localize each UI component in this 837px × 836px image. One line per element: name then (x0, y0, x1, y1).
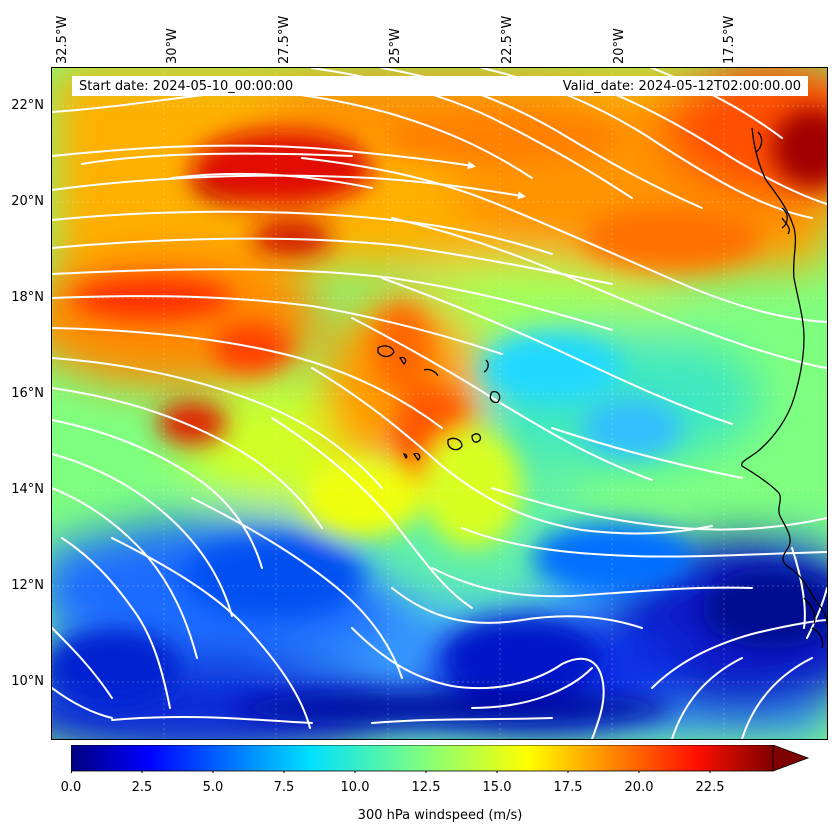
colorbar-tick-22-5: 22.5 (695, 780, 725, 795)
lon-label-32-5w: 32.5°W (55, 15, 70, 64)
lat-label-12n: 12°N (11, 578, 44, 593)
colorbar (71, 745, 810, 773)
start-date-label: Start date: 2024-05-10_00:00:00 (79, 79, 294, 94)
lon-label-30w: 30°W (165, 28, 180, 64)
lon-label-22-5w: 22.5°W (500, 15, 515, 64)
lat-label-22n: 22°N (11, 98, 44, 113)
colorbar-title: 300 hPa windspeed (m/s) (357, 808, 523, 823)
lon-label-17-5w: 17.5°W (722, 15, 737, 64)
colorbar-tick-10: 10.0 (340, 780, 370, 795)
colorbar-tick-12-5: 12.5 (411, 780, 441, 795)
lat-label-14n: 14°N (11, 482, 44, 497)
colorbar-tick-17-5: 17.5 (553, 780, 583, 795)
lat-label-18n: 18°N (11, 290, 44, 305)
colorbar-tick-0: 0.0 (60, 780, 82, 795)
colorbar-tick-20: 20.0 (624, 780, 654, 795)
windspeed-map (51, 67, 828, 740)
streamlines (52, 68, 827, 739)
coastlines (377, 127, 827, 649)
lon-label-20w: 20°W (612, 28, 627, 64)
colorbar-tick-7-5: 7.5 (273, 780, 295, 795)
colorbar-tick-2-5: 2.5 (131, 780, 153, 795)
lon-label-25w: 25°W (388, 28, 403, 64)
map-canvas (52, 68, 827, 739)
lat-label-16n: 16°N (11, 386, 44, 401)
valid-date-label: Valid_date: 2024-05-12T02:00:00.00 (562, 79, 801, 94)
windspeed-field-detail (52, 108, 827, 726)
colorbar-tick-5: 5.0 (202, 780, 224, 795)
colorbar-gradient (71, 745, 774, 772)
colorbar-tick-15: 15.0 (482, 780, 512, 795)
date-header-box (72, 76, 808, 96)
colorbar-extend-arrow (772, 745, 810, 772)
lon-label-27-5w: 27.5°W (277, 15, 292, 64)
lat-label-20n: 20°N (11, 194, 44, 209)
lat-label-10n: 10°N (11, 674, 44, 689)
